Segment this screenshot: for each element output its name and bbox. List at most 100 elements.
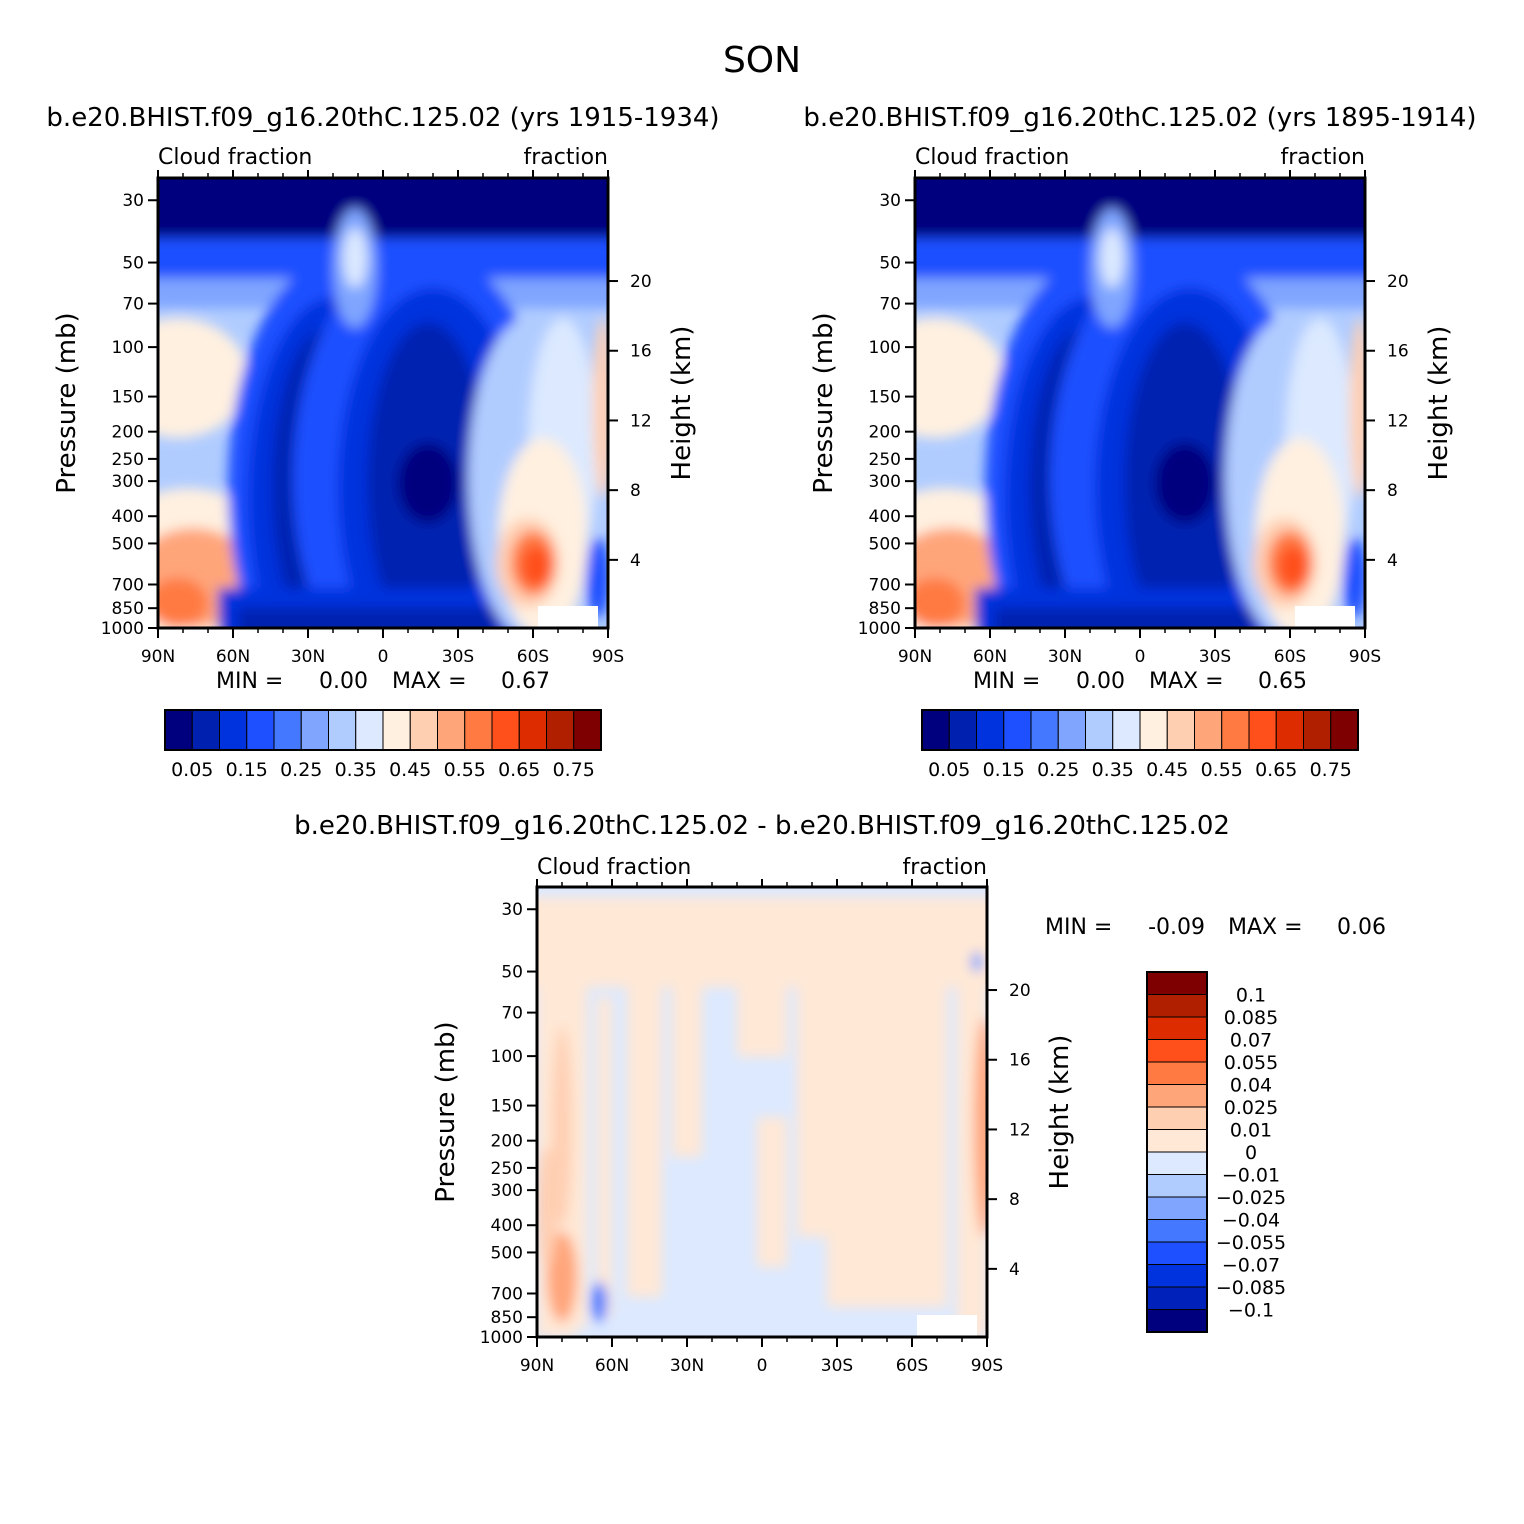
panel-3: b.e20.BHIST.f09_g16.20thC.125.02 - b.e20… (294, 811, 1386, 1376)
colorbar-swatch (464, 709, 493, 751)
y-tick-label: 50 (879, 254, 901, 274)
panel-2-units: fraction (1280, 145, 1365, 170)
y-tick-label: 200 (869, 423, 901, 443)
y-tick-label: 500 (112, 534, 144, 554)
colorbar-swatch (437, 709, 466, 751)
colorbar-label: 0.45 (1146, 759, 1188, 781)
contour-blob (591, 1282, 607, 1322)
y-tick-label: 400 (491, 1216, 523, 1236)
missing-data (1295, 606, 1355, 628)
colorbar-swatch (1146, 1241, 1208, 1265)
colorbar-swatch (164, 709, 193, 751)
contour-blob (586, 538, 608, 618)
y-tick-label: 300 (491, 1181, 523, 1201)
y-tick-label: 30 (122, 191, 144, 211)
panel-3-ylabel: Pressure (mb) (431, 1021, 461, 1202)
colorbar-swatch (976, 709, 1005, 751)
panel-3-y2-axis: 20 16 12 8 4 (987, 981, 1031, 1280)
y2-tick-label: 4 (630, 551, 641, 571)
colorbar-swatch (1146, 1286, 1208, 1310)
x-tick-label: 30S (442, 647, 474, 667)
y-tick-label: 850 (112, 599, 144, 619)
contour-blob (915, 318, 1005, 438)
x-tick-label: 0 (757, 1356, 768, 1376)
colorbar-swatch (219, 709, 248, 751)
colorbar-label: 0.65 (498, 759, 540, 781)
colorbar-label: 0.55 (444, 759, 486, 781)
colorbar-swatch (1146, 1106, 1208, 1130)
colorbar-label: 0.085 (1224, 1007, 1278, 1029)
y-tick-label: 100 (112, 338, 144, 358)
panel-3-title: b.e20.BHIST.f09_g16.20thC.125.02 - b.e20… (294, 811, 1230, 841)
colorbar-swatch (191, 709, 220, 751)
contour-band (627, 977, 662, 1297)
contour-blob (1100, 228, 1124, 288)
y-tick-label: 1000 (480, 1328, 523, 1348)
y-tick-label: 400 (112, 507, 144, 527)
panel-1-ylabel: Pressure (mb) (52, 312, 82, 493)
colorbar-swatch (1030, 709, 1059, 751)
y-tick-label: 250 (491, 1159, 523, 1179)
panel-2-max-value: 0.65 (1258, 669, 1307, 694)
panel-2-max-label: MAX = (1149, 669, 1224, 694)
y2-tick-label: 4 (1009, 1260, 1020, 1280)
x-tick-label: 0 (378, 647, 389, 667)
colorbar-swatch (409, 709, 438, 751)
contour-blob (1155, 443, 1215, 523)
y-tick-label: 250 (112, 450, 144, 470)
contour-blob (522, 546, 550, 586)
colorbar-swatch (1112, 709, 1141, 751)
panel-2-field (915, 178, 1365, 628)
panel-1-max-value: 0.67 (501, 669, 550, 694)
colorbar-label: −0.085 (1216, 1277, 1286, 1299)
x-tick-label: 90S (971, 1356, 1003, 1376)
colorbar-swatch (1248, 709, 1277, 751)
colorbar-label: 0.1 (1236, 985, 1266, 1007)
contour-blob (158, 578, 208, 628)
contour-blob (593, 318, 608, 498)
y2-tick-label: 12 (630, 411, 652, 431)
colorbar-label: −0.04 (1222, 1210, 1280, 1232)
contour-blob (971, 952, 983, 972)
y-tick-label: 100 (491, 1047, 523, 1067)
panel-1-min-label: MIN = (216, 669, 283, 694)
panel-3-max-value: 0.06 (1337, 915, 1386, 940)
panel-1-variable: Cloud fraction (158, 145, 312, 170)
colorbar-label: 0.025 (1224, 1097, 1278, 1119)
y2-tick-label: 20 (1009, 981, 1031, 1001)
colorbar-swatch (573, 709, 602, 751)
colorbar-swatch (1146, 1151, 1208, 1175)
contour-band (737, 907, 787, 1057)
colorbar-swatch (1146, 994, 1208, 1018)
colorbar-swatch (948, 709, 977, 751)
contour-blob (343, 228, 367, 288)
y-tick-label: 50 (122, 254, 144, 274)
colorbar-swatch (1146, 1196, 1208, 1220)
y-tick-label: 850 (869, 599, 901, 619)
colorbar-swatch (1139, 709, 1168, 751)
colorbar-swatch (328, 709, 357, 751)
x-tick-label: 30N (670, 1356, 704, 1376)
y-tick-label: 150 (112, 388, 144, 408)
x-tick-label: 30N (1048, 647, 1082, 667)
colorbar-label: 0.15 (983, 759, 1025, 781)
colorbar-label: 0.55 (1201, 759, 1243, 781)
colorbar-swatch (1194, 709, 1223, 751)
contour-band (238, 608, 498, 628)
missing-data (538, 606, 598, 628)
y-tick-label: 700 (491, 1284, 523, 1304)
x-tick-label: 60S (1274, 647, 1306, 667)
contour-blob (537, 1147, 557, 1267)
panel-2-variable: Cloud fraction (915, 145, 1069, 170)
x-tick-label: 60N (216, 647, 250, 667)
panel-1-y2label: Height (km) (667, 326, 697, 481)
y2-tick-label: 8 (1009, 1190, 1020, 1210)
panel-1-units: fraction (523, 145, 608, 170)
colorbar-label: 0.15 (226, 759, 268, 781)
panel-3-field (537, 887, 987, 1337)
x-tick-label: 90S (592, 647, 624, 667)
y2-tick-label: 4 (1387, 551, 1398, 571)
